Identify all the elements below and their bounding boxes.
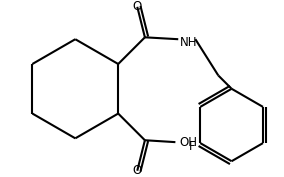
Text: OH: OH xyxy=(179,136,197,149)
Text: O: O xyxy=(133,164,142,177)
Text: F: F xyxy=(189,140,195,153)
Text: NH: NH xyxy=(180,36,198,48)
Text: O: O xyxy=(133,0,142,13)
